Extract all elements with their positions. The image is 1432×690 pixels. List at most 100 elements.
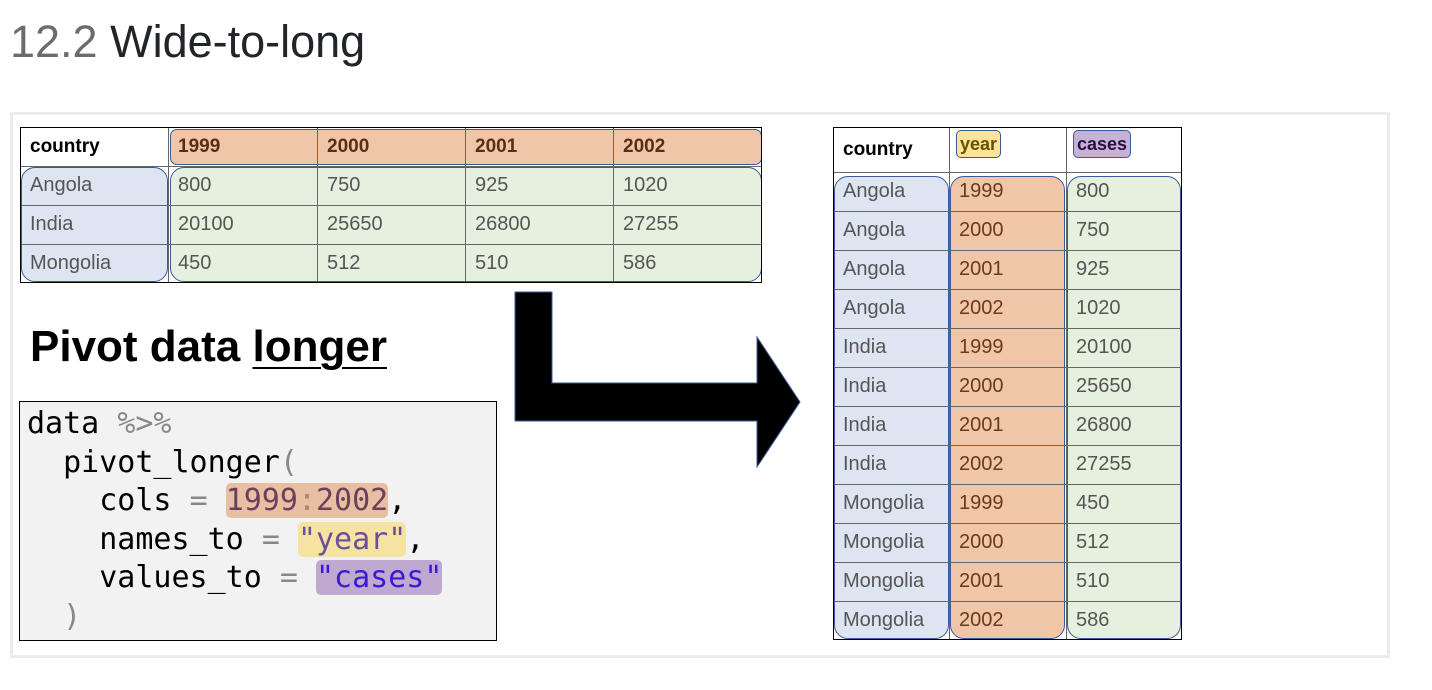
table-cell: 1020 <box>1076 297 1121 319</box>
grid-line <box>833 211 1182 212</box>
table-cell: 450 <box>1076 492 1110 514</box>
table-cell: Mongolia <box>30 252 112 274</box>
code-cols-highlight: 1999:2002 <box>225 483 389 518</box>
table-cell: Mongolia <box>843 492 925 514</box>
table-cell: 2000 <box>959 375 1004 397</box>
table-cell: India <box>843 336 887 358</box>
code-token: pivot_longer <box>27 444 280 480</box>
table-cell: 27255 <box>1076 453 1132 475</box>
table-cell: 2002 <box>959 609 1004 631</box>
table-cell: 800 <box>1076 180 1110 202</box>
code-equals: = <box>189 483 226 518</box>
code-token: data <box>27 406 118 441</box>
column-header: country <box>843 138 913 160</box>
table-cell: Angola <box>843 258 906 280</box>
table-cell: Angola <box>843 180 906 202</box>
table-cell: 586 <box>1076 609 1110 631</box>
year-pill: year <box>956 129 1002 158</box>
pivot-title: Pivot data longer <box>30 322 387 372</box>
section-title: Wide-to-long <box>110 16 366 67</box>
code-close-paren: ) <box>27 598 82 634</box>
column-header: 2000 <box>327 135 370 157</box>
code-comma: , <box>388 483 407 518</box>
table-cell: 1020 <box>623 174 668 196</box>
table-cell: 25650 <box>1076 375 1132 397</box>
grid-line <box>949 127 950 640</box>
grid-line <box>833 601 1182 602</box>
table-cell: Mongolia <box>843 609 925 631</box>
table-cell: Angola <box>30 174 93 196</box>
table-cell: 20100 <box>1076 336 1132 358</box>
column-header: 2002 <box>623 135 666 157</box>
column-header: country <box>30 135 100 157</box>
grid-line <box>833 367 1182 368</box>
table-cell: 2001 <box>959 570 1004 592</box>
grid-line <box>833 484 1182 485</box>
table-cell: 512 <box>327 252 361 274</box>
grid-line <box>1066 127 1067 640</box>
code-names-highlight: "year" <box>297 521 407 557</box>
grid-line <box>833 445 1182 446</box>
grid-line <box>20 166 762 167</box>
table-cell: 450 <box>178 252 212 274</box>
code-paren: ( <box>279 444 298 480</box>
code-comma: , <box>406 521 425 557</box>
year-highlight <box>950 176 1065 639</box>
table-cell: 510 <box>475 252 509 274</box>
country-highlight <box>21 167 168 282</box>
table-border <box>20 127 762 283</box>
table-cell: India <box>843 414 887 436</box>
table-cell: 512 <box>1076 531 1110 553</box>
table-cell: 925 <box>1076 258 1110 280</box>
table-cell: 2001 <box>959 258 1004 280</box>
grid-line <box>20 244 762 245</box>
table-cell: 2000 <box>959 219 1004 241</box>
grid-line <box>833 172 1182 173</box>
table-cell: Mongolia <box>843 531 925 553</box>
column-header: 2001 <box>475 135 518 157</box>
table-border <box>833 127 1182 640</box>
table-cell: 2001 <box>959 414 1004 436</box>
code-token: names_to <box>27 521 262 557</box>
grid-line <box>833 289 1182 290</box>
cases-pill: cases <box>1073 129 1132 158</box>
code-pipe: %>% <box>117 406 172 441</box>
column-header: cases <box>1066 121 1182 166</box>
figure-frame <box>10 112 1390 658</box>
table-cell: Angola <box>843 219 906 241</box>
pivot-title-prefix: Pivot data <box>30 322 253 371</box>
code-block: data %>% pivot_longer( cols = 1999:2002,… <box>19 401 497 641</box>
grid-line <box>833 250 1182 251</box>
grid-line <box>833 523 1182 524</box>
table-cell: 20100 <box>178 213 234 235</box>
section-heading: 12.2 Wide-to-long <box>10 16 365 68</box>
table-cell: 26800 <box>1076 414 1132 436</box>
table-cell: Mongolia <box>843 570 925 592</box>
grid-line <box>833 328 1182 329</box>
table-cell: 800 <box>178 174 212 196</box>
years-highlight <box>170 129 762 165</box>
table-cell: Angola <box>843 297 906 319</box>
table-cell: 26800 <box>475 213 531 235</box>
column-header: 1999 <box>178 135 221 157</box>
grid-line <box>833 406 1182 407</box>
table-cell: India <box>30 213 74 235</box>
table-cell: 925 <box>475 174 509 196</box>
grid-line <box>20 205 762 206</box>
code-token: values_to <box>27 560 280 595</box>
table-cell: 27255 <box>623 213 679 235</box>
table-cell: 25650 <box>327 213 383 235</box>
table-cell: 2000 <box>959 531 1004 553</box>
table-cell: India <box>843 453 887 475</box>
code-values-highlight: "cases" <box>316 560 443 595</box>
values-highlight <box>170 167 762 282</box>
table-cell: 2002 <box>959 297 1004 319</box>
section-number: 12.2 <box>10 16 98 67</box>
table-cell: 510 <box>1076 570 1110 592</box>
table-cell: India <box>843 375 887 397</box>
grid-line <box>833 562 1182 563</box>
table-cell: 1999 <box>959 336 1004 358</box>
code-token: cols <box>27 483 190 518</box>
pivot-title-underlined: longer <box>252 322 387 371</box>
table-cell: 2002 <box>959 453 1004 475</box>
